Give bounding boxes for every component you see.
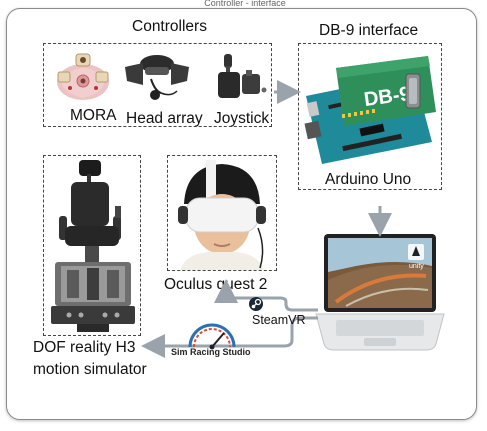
- headset-box: [167, 155, 277, 271]
- motion-simulator-image: [51, 160, 135, 332]
- head-array-label: Head array: [126, 110, 203, 127]
- simulator-label-line2: motion simulator: [33, 361, 147, 378]
- simulator-box: [43, 155, 141, 336]
- joystick-label: Joystick: [214, 110, 270, 127]
- arrow-laptop-to-simulator: [141, 316, 318, 358]
- steam-icon: [249, 297, 263, 311]
- joystick-image: [218, 54, 267, 98]
- sim-racing-studio-gauge-icon: [188, 323, 236, 350]
- oculus-quest-person-image: [170, 158, 274, 270]
- sim-racing-studio-label: Sim Racing Studio: [171, 347, 251, 357]
- db9-interface-title: DB-9 interface: [319, 22, 419, 39]
- arduino-uno-label: Arduino Uno: [325, 171, 412, 188]
- unity-logo-text: unity: [409, 263, 424, 270]
- mora-label: MORA: [70, 107, 117, 124]
- simulator-label-line1: DOF reality H3: [33, 339, 136, 356]
- controllers-box: [43, 43, 272, 127]
- laptop-image: unity: [315, 234, 445, 351]
- mora-device-image: [57, 53, 109, 100]
- header-partial-text: Controller - interface: [204, 0, 286, 6]
- db9-interface-box: [298, 43, 442, 190]
- controllers-title: Controllers: [132, 18, 207, 35]
- arrow-laptop-to-headset: [214, 279, 318, 312]
- arduino-db9-board-image: DB-9: [304, 56, 436, 164]
- steamvr-label: SteamVR: [252, 313, 306, 327]
- head-array-image: [125, 55, 189, 100]
